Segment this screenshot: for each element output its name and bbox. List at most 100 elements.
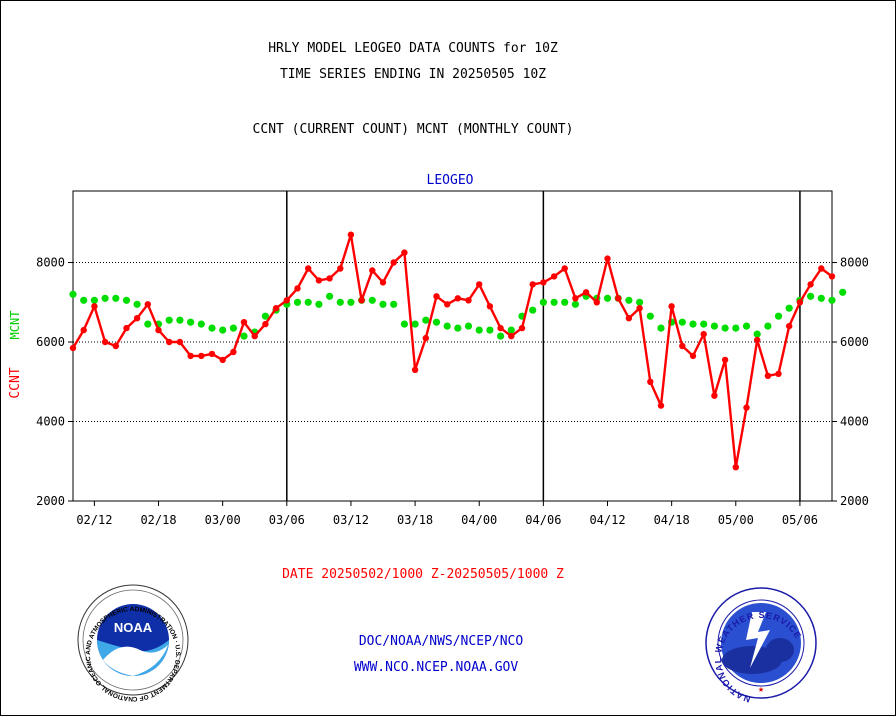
point-mcnt [315, 300, 323, 308]
point-mcnt [550, 298, 558, 306]
point-ccnt [700, 330, 707, 338]
point-ccnt [647, 378, 654, 385]
x-tick-label: 04/06 [525, 513, 561, 527]
point-ccnt [347, 231, 355, 238]
point-mcnt [657, 324, 665, 332]
point-ccnt [582, 289, 590, 296]
point-ccnt [230, 348, 237, 356]
point-mcnt [443, 322, 451, 330]
point-mcnt [529, 306, 537, 314]
point-mcnt [636, 298, 644, 306]
point-ccnt [390, 259, 397, 266]
title-line-1: HRLY MODEL LEOGEO DATA COUNTS for 10Z [268, 41, 558, 56]
point-ccnt [315, 277, 323, 284]
point-ccnt [636, 305, 643, 312]
point-mcnt [112, 294, 120, 302]
point-ccnt [433, 293, 440, 300]
point-mcnt [326, 292, 334, 300]
y-tick-label-left: 8000 [36, 256, 65, 270]
point-ccnt [91, 303, 98, 310]
point-mcnt [240, 332, 248, 340]
point-mcnt [828, 296, 836, 304]
point-mcnt [304, 298, 312, 306]
point-mcnt [497, 332, 505, 340]
panel-title: LEOGEO [427, 173, 474, 188]
y-tick-label-right: 6000 [840, 335, 869, 349]
point-ccnt [518, 324, 526, 332]
point-ccnt [305, 265, 312, 272]
point-ccnt [732, 464, 739, 471]
x-tick-label: 03/12 [333, 513, 369, 527]
point-ccnt [550, 273, 558, 280]
x-tick-label: 02/18 [140, 513, 176, 527]
x-tick-label: 05/00 [718, 513, 754, 527]
x-tick-label: 04/18 [654, 513, 690, 527]
point-mcnt [625, 296, 633, 304]
point-ccnt [198, 352, 205, 360]
point-mcnt [753, 330, 761, 338]
date-range: DATE 20250502/1000 Z-20250505/1000 Z [282, 567, 564, 582]
point-mcnt [764, 322, 772, 330]
noaa-logo-icon: NOAA NATIONAL OCEANIC AND ATMOSPHERIC AD… [0, 0, 189, 702]
point-mcnt [379, 300, 387, 308]
y-label-ccnt: CCNT [8, 367, 23, 398]
point-ccnt [796, 299, 804, 306]
point-mcnt [689, 320, 697, 328]
point-mcnt [411, 320, 419, 328]
x-tick-label: 03/18 [397, 513, 433, 527]
point-mcnt [390, 300, 398, 308]
point-ccnt [123, 324, 130, 332]
point-mcnt [133, 300, 141, 308]
point-mcnt [678, 318, 686, 326]
footer-link-website[interactable]: WWW.NCO.NCEP.NOAA.GOV [354, 660, 519, 675]
point-mcnt [293, 298, 302, 306]
y-ticks: 2000 2000 4000 4000 6000 6000 8000 8000 [36, 256, 869, 508]
point-ccnt [497, 324, 504, 332]
point-ccnt [818, 265, 825, 272]
point-ccnt [561, 265, 568, 272]
x-tick-label: 03/00 [205, 513, 241, 527]
point-mcnt [700, 320, 708, 328]
point-mcnt [69, 290, 77, 298]
footer-link-doc[interactable]: DOC/NOAA/NWS/NCEP/NCO [359, 634, 524, 649]
point-ccnt [80, 326, 87, 334]
point-ccnt [358, 297, 365, 304]
x-tick-label: 02/12 [76, 513, 112, 527]
point-mcnt [176, 316, 184, 324]
point-ccnt [454, 295, 461, 302]
point-ccnt [572, 295, 579, 302]
point-ccnt [754, 336, 761, 344]
y-tick-label-left: 4000 [36, 415, 65, 429]
series-ccnt [69, 231, 836, 471]
point-mcnt [817, 294, 825, 302]
point-ccnt [711, 392, 718, 399]
point-mcnt [539, 298, 548, 306]
point-mcnt [774, 312, 783, 320]
point-ccnt [283, 297, 290, 304]
point-ccnt [272, 305, 280, 312]
point-mcnt [646, 312, 654, 320]
point-ccnt [486, 303, 494, 310]
y-label-mcnt: MCNT [8, 311, 22, 340]
point-mcnt [807, 292, 815, 300]
subtitle: CCNT (CURRENT COUNT) MCNT (MONTHLY COUNT… [253, 122, 574, 137]
nws-star-icon: ★ [758, 684, 764, 695]
point-ccnt [540, 279, 547, 286]
point-ccnt [828, 273, 836, 280]
point-ccnt [326, 275, 333, 282]
point-mcnt [710, 322, 719, 330]
point-ccnt [144, 301, 151, 308]
point-ccnt [764, 372, 772, 379]
y-tick-label-right: 8000 [840, 256, 869, 270]
point-ccnt [743, 404, 750, 411]
point-ccnt [465, 297, 472, 304]
point-mcnt [742, 322, 751, 330]
point-ccnt [176, 338, 184, 346]
point-mcnt [165, 316, 173, 324]
point-ccnt [422, 334, 429, 342]
series-line-ccnt [71, 233, 833, 469]
point-ccnt [294, 285, 301, 292]
point-ccnt [615, 295, 622, 302]
point-mcnt [561, 298, 569, 306]
